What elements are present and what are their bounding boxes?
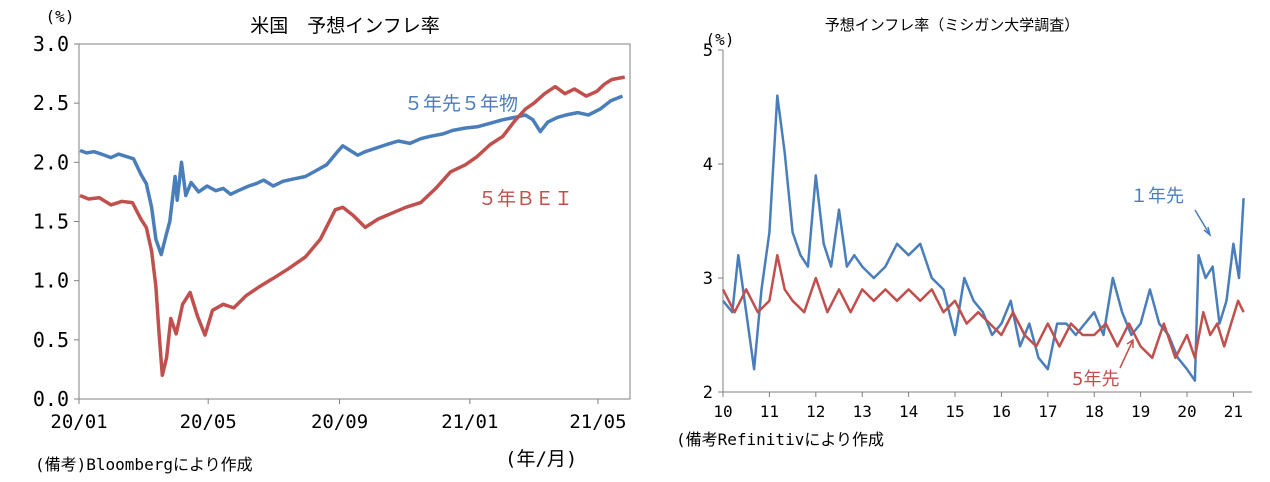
y-tick-label: 3: [703, 269, 713, 289]
series-line-5y5y: [79, 94, 624, 257]
y-tick-label: 3.0: [33, 32, 69, 56]
y-tick-label: 0.5: [33, 328, 69, 352]
y-tick-label: 4: [703, 155, 713, 175]
chart-title: 米国 予想インフレ率: [250, 15, 439, 37]
y-axis-ticks: 2 3 4 5: [703, 41, 723, 403]
x-tick-label: 19: [1131, 402, 1150, 421]
chart-us-inflation-expectations: 米国 予想インフレ率 (%) 0.0 0.5 1.0 1.5 2.0 2.5 3.0 20/…: [33, 7, 631, 474]
x-tick-label: 16: [992, 402, 1011, 421]
series-line-5y-bei: [79, 75, 626, 378]
axes: [722, 50, 1252, 393]
source-note: (備考Refinitivにより作成: [676, 430, 884, 449]
y-unit-label: (%): [46, 7, 75, 26]
x-tick-label: 20/01: [50, 411, 107, 433]
x-tick-label: 15: [945, 402, 964, 421]
x-tick-label: 21: [1224, 402, 1243, 421]
series-line-5y: [721, 253, 1245, 360]
y-tick-label: 2: [703, 383, 713, 403]
y-tick-label: 1.0: [33, 269, 69, 293]
arrow-head-icon: [1203, 226, 1212, 238]
y-tick-label: 1.5: [33, 210, 69, 234]
y-tick-label: 2.5: [33, 91, 69, 115]
y-axis-ticks: 0.0 0.5 1.0 1.5 2.0 2.5 3.0: [33, 32, 79, 411]
x-tick-label: 20: [1177, 402, 1196, 421]
x-tick-label: 21/01: [441, 411, 498, 433]
x-tick-label: 18: [1085, 402, 1104, 421]
series-label-1y: １年先: [1130, 186, 1184, 207]
series-label-5y5y: ５年先５年物: [404, 93, 518, 115]
series-label-5y: 5年先: [1072, 369, 1119, 390]
y-unit-label: (%): [706, 30, 735, 49]
source-note: (備考)Bloombergにより作成: [35, 455, 253, 474]
x-tick-label: 12: [806, 402, 825, 421]
series-line-1y: [722, 94, 1245, 382]
x-axis-label: (年/月): [505, 448, 577, 470]
x-tick-label: 20/09: [311, 411, 368, 433]
x-tick-label: 14: [899, 402, 918, 421]
x-tick-label: 11: [760, 402, 779, 421]
series-lines: [79, 75, 626, 378]
x-tick-label: 13: [853, 402, 872, 421]
x-tick-label: 20/05: [180, 411, 237, 433]
series-label-5y-leader: [1119, 339, 1134, 369]
x-axis-ticks: 10 11 12 13 14 15 16 17 18 19 20 21: [713, 392, 1243, 421]
chart-title: 予想インフレ率（ミシガン大学調査）: [825, 16, 1080, 34]
x-tick-label: 17: [1038, 402, 1057, 421]
y-tick-label: 0.0: [33, 387, 69, 411]
x-tick-label: 10: [713, 402, 732, 421]
arrow-head-icon: [1126, 338, 1134, 348]
series-lines: [721, 94, 1245, 382]
series-label-5y-bei: ５年ＢＥＩ: [478, 188, 573, 210]
y-tick-label: 2.0: [33, 150, 69, 174]
series-label-1y-leader: [1194, 209, 1211, 236]
x-tick-label: 21/05: [569, 411, 626, 433]
y-tick-label: 5: [703, 41, 713, 61]
x-axis-ticks: 20/01 20/05 20/09 21/01 21/05: [50, 399, 627, 433]
